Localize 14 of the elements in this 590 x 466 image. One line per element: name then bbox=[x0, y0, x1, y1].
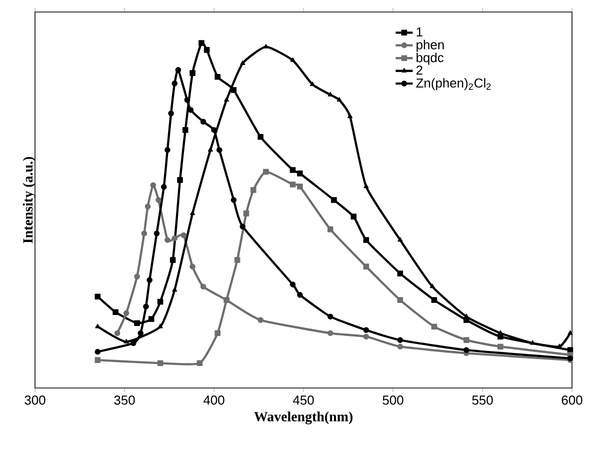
legend-label: phen bbox=[416, 40, 444, 52]
x-tick-label: 600 bbox=[562, 396, 582, 405]
legend-label: 2 bbox=[416, 66, 422, 75]
x-tick-label: 450 bbox=[292, 396, 314, 405]
x-tick-label: 500 bbox=[382, 396, 404, 405]
x-axis-title: Wavelength(nm) bbox=[254, 412, 352, 424]
legend-label: Zn(phen)$_{2}$Cl$_{2}$ bbox=[416, 78, 491, 90]
x-tick-label: 350 bbox=[114, 396, 135, 405]
y-axis-title: Intensity (a.u.) bbox=[22, 157, 36, 244]
legend-label: bqdc bbox=[416, 52, 444, 65]
x-tick-label: 550 bbox=[472, 396, 493, 405]
x-tick-label: 300 bbox=[24, 396, 46, 405]
legend-label: 1 bbox=[416, 27, 422, 36]
x-tick-label: 400 bbox=[203, 396, 224, 405]
